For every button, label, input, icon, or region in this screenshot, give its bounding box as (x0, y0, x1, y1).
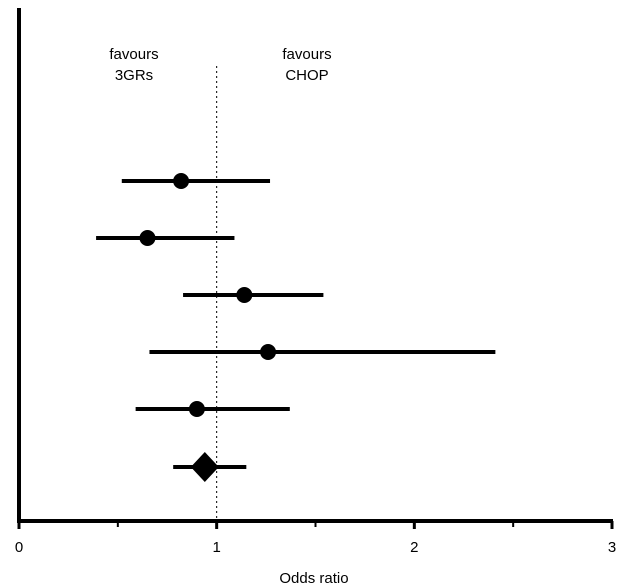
study-point (236, 287, 253, 303)
study-point (188, 401, 205, 417)
x-tick-label: 0 (15, 539, 23, 556)
annotation-left-line2: 3GRs (115, 67, 153, 84)
x-axis-ticks: 0 1 2 3 (15, 521, 616, 556)
plot-marks (96, 173, 496, 482)
x-tick-label: 2 (410, 539, 418, 556)
x-axis-label: Odds ratio (279, 570, 348, 587)
study-point (260, 344, 277, 360)
study-point (139, 230, 156, 246)
pooled-estimate-diamond (190, 452, 219, 482)
annotation-right-line2: CHOP (285, 67, 328, 84)
annotation-left-line1: favours (109, 46, 158, 63)
study-point (173, 173, 190, 189)
x-tick-label: 1 (212, 539, 220, 556)
x-tick-label: 3 (608, 539, 616, 556)
annotation-right-line1: favours (282, 46, 331, 63)
